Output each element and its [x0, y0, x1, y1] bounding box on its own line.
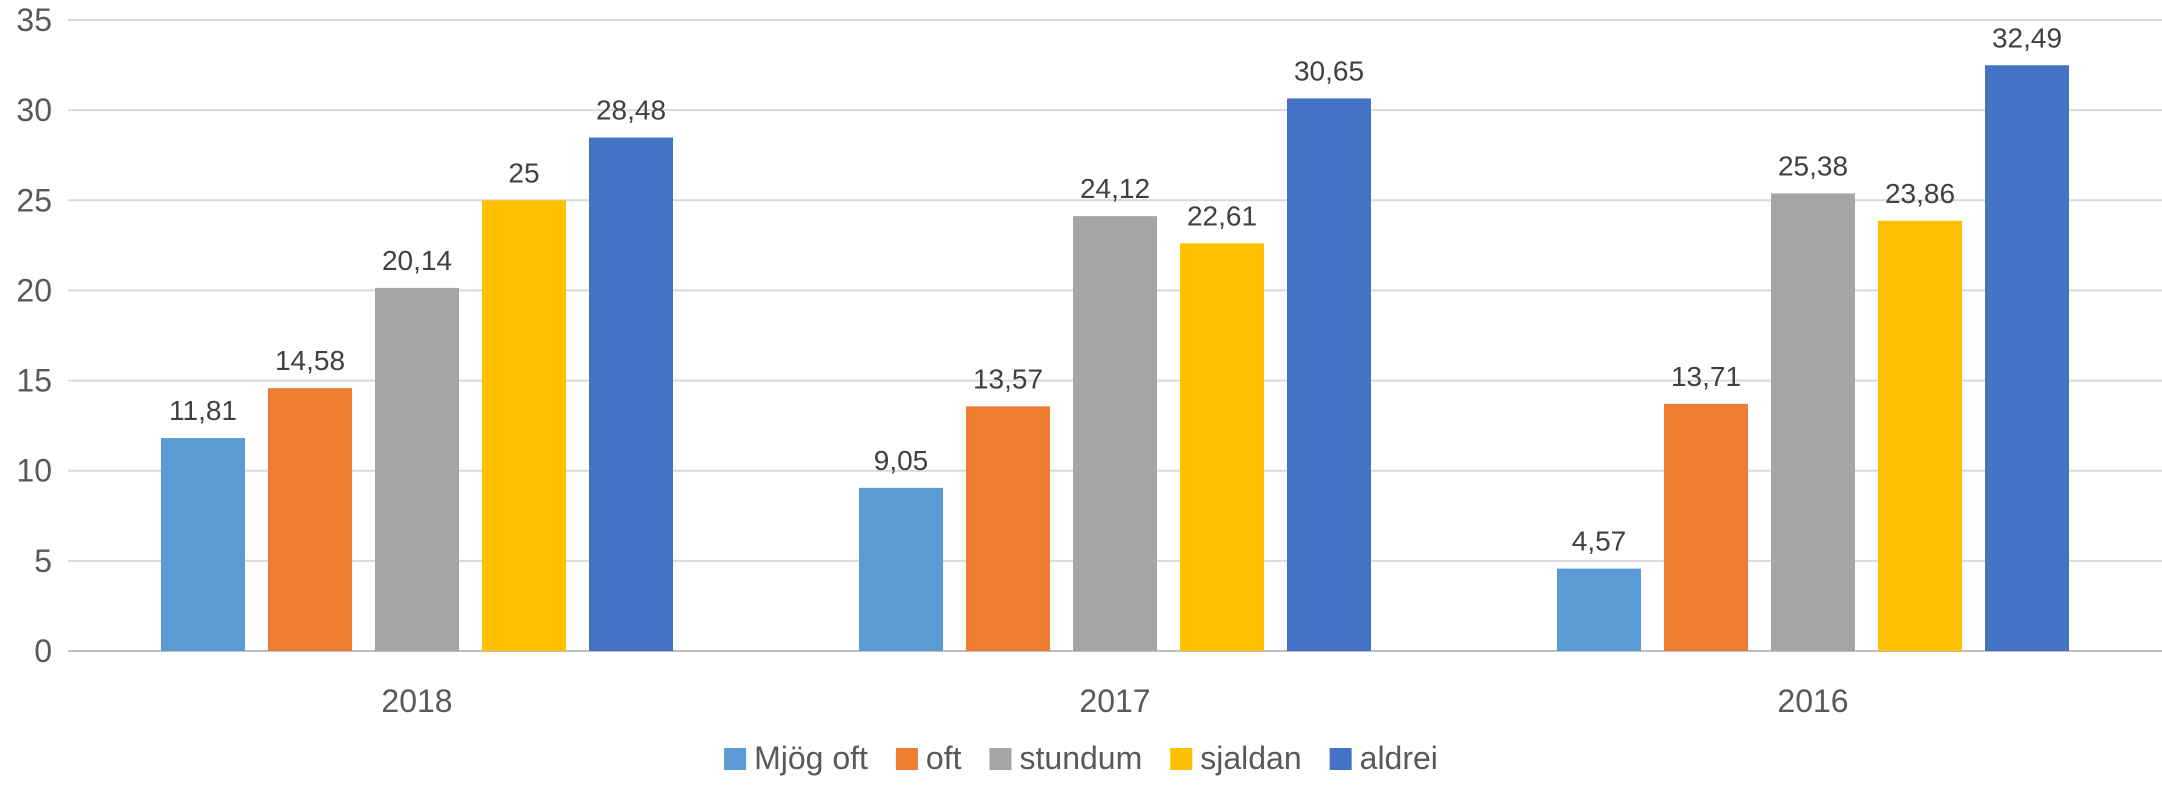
bar — [1985, 65, 2069, 652]
data-label: 25,38 — [1778, 150, 1848, 181]
legend-item: aldrei — [1329, 740, 1438, 776]
bar — [859, 487, 943, 651]
legend-item: stundum — [989, 740, 1143, 776]
y-tick-label: 30 — [16, 92, 52, 128]
y-axis: 0 5 10 15 20 25 30 35 — [16, 2, 52, 669]
y-tick-label: 15 — [16, 363, 52, 399]
legend: Mjög oft oft stundum sjaldan aldrei — [724, 740, 1438, 776]
bar — [268, 388, 352, 651]
y-tick-label: 20 — [16, 272, 52, 308]
data-label: 23,86 — [1885, 178, 1955, 209]
data-label: 30,65 — [1294, 55, 1364, 86]
data-label: 13,57 — [973, 363, 1043, 394]
bar — [966, 406, 1050, 651]
data-label: 9,05 — [874, 445, 929, 476]
bar — [1878, 220, 1962, 651]
legend-swatch — [724, 748, 747, 770]
bar — [1073, 216, 1157, 651]
data-label: 20,14 — [382, 245, 452, 276]
legend-item: sjaldan — [1170, 740, 1302, 776]
data-label: 11,81 — [169, 395, 237, 426]
legend-swatch — [1329, 748, 1352, 770]
x-tick-label: 2018 — [381, 683, 452, 719]
x-tick-label: 2017 — [1079, 683, 1150, 719]
legend-label: stundum — [1020, 740, 1143, 776]
bar — [1287, 98, 1371, 651]
data-label: 28,48 — [596, 95, 666, 126]
legend-swatch — [1170, 748, 1193, 770]
legend-label: aldrei — [1360, 740, 1438, 776]
data-label: 24,12 — [1080, 173, 1150, 204]
data-label: 22,61 — [1187, 200, 1257, 231]
y-tick-label: 5 — [34, 543, 52, 579]
bar — [482, 200, 566, 652]
bar — [589, 137, 673, 652]
bar — [161, 438, 245, 651]
data-label: 14,58 — [275, 345, 345, 376]
y-tick-label: 0 — [34, 633, 52, 669]
bar — [1664, 403, 1748, 651]
data-label: 4,57 — [1572, 526, 1627, 557]
y-tick-label: 35 — [16, 2, 52, 38]
x-axis: 2018 2017 2016 — [381, 683, 1848, 719]
legend-item: Mjög oft — [724, 740, 868, 776]
legend-label: Mjög oft — [754, 740, 868, 776]
legend-swatch — [895, 748, 918, 770]
data-label: 25 — [508, 157, 539, 188]
bar — [1557, 568, 1641, 651]
legend-label: sjaldan — [1200, 740, 1301, 776]
bar — [1180, 243, 1264, 651]
y-tick-label: 10 — [16, 453, 52, 489]
bars: 11,81 14,58 20,14 25 28,48 9,05 13,57 24,12 22,6… — [161, 22, 2069, 652]
data-label: 32,49 — [1992, 22, 2062, 53]
legend-swatch — [989, 748, 1012, 770]
y-tick-label: 25 — [16, 182, 52, 218]
legend-item: oft — [895, 740, 962, 776]
bar — [375, 287, 459, 651]
bar — [1771, 193, 1855, 651]
x-tick-label: 2016 — [1777, 683, 1848, 719]
legend-label: oft — [926, 740, 962, 776]
data-label: 13,71 — [1671, 361, 1741, 392]
